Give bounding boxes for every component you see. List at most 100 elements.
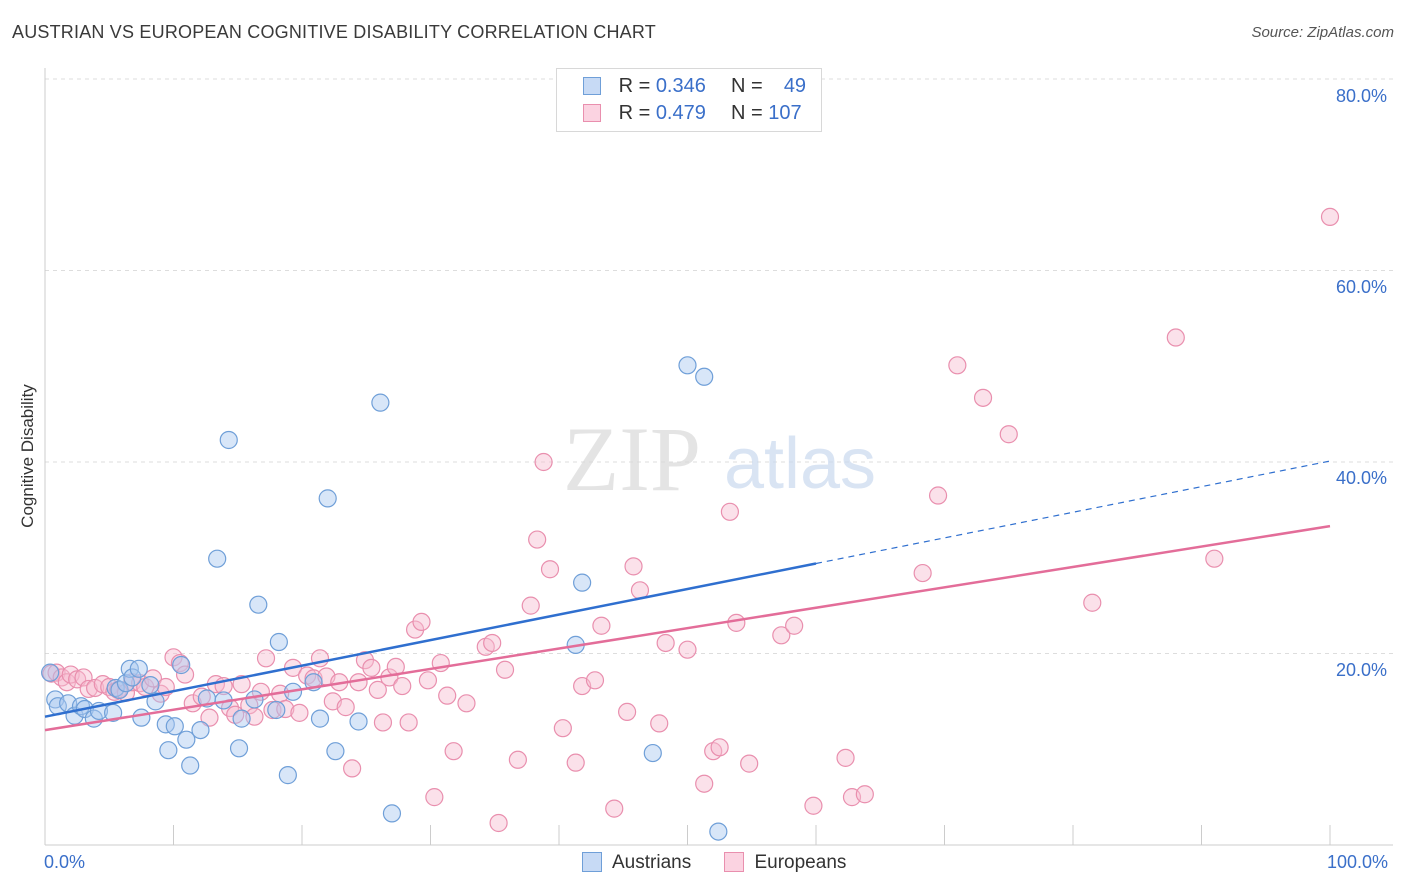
trendline-austrians — [44, 562, 817, 718]
r-value-austrians: 0.346 — [655, 75, 706, 97]
europeans-point-68 — [495, 660, 515, 679]
r-value-europeans: 0.479 — [655, 102, 706, 124]
austrians-point-27 — [208, 549, 227, 568]
austrians-point-32 — [245, 690, 264, 709]
series-europeans — [42, 207, 1340, 833]
stats-legend: R = 0.346 N = 49 R = 0.479 N = 107 — [556, 68, 822, 132]
europeans-point-94 — [804, 796, 823, 815]
austrians-point-18 — [146, 692, 165, 711]
legend-item-europeans[interactable]: Europeans — [724, 852, 846, 874]
austrians-point-36 — [278, 766, 297, 785]
europeans-point-81 — [624, 557, 643, 576]
europeans-point-60 — [425, 788, 444, 807]
austrians-point-15 — [129, 659, 148, 678]
austrians-point-24 — [181, 756, 200, 775]
austrians-point-40 — [318, 489, 337, 508]
y-tick-label-40: 40.0% — [1336, 468, 1388, 488]
r-label: R = — [618, 102, 651, 124]
legend-item-austrians[interactable]: Austrians — [582, 852, 691, 874]
europeans-point-79 — [605, 799, 624, 818]
europeans-legend-swatch — [724, 852, 745, 872]
source-note: Source: ZipAtlas.com — [1251, 24, 1394, 41]
europeans-point-75 — [566, 753, 585, 772]
europeans-point-99 — [928, 486, 948, 505]
trend-lines — [44, 460, 1331, 732]
grid-lines — [45, 78, 1393, 654]
europeans-point-22 — [175, 665, 195, 684]
watermark-atlas: atlas — [724, 424, 876, 504]
stats-legend-row-europeans: R = 0.479 N = 107 — [583, 100, 802, 126]
austrians-point-42 — [349, 712, 368, 731]
europeans-point-30 — [232, 675, 251, 694]
europeans-point-69 — [508, 750, 527, 769]
europeans-point-62 — [438, 686, 457, 705]
austrians-point-34 — [267, 700, 286, 720]
y-tick-label-20: 20.0% — [1336, 660, 1388, 680]
europeans-point-85 — [678, 640, 697, 659]
europeans-point-74 — [553, 719, 572, 738]
chart-title: AUSTRIAN VS EUROPEAN COGNITIVE DISABILIT… — [12, 22, 656, 42]
europeans-point-92 — [772, 626, 791, 645]
europeans-point-106 — [1320, 207, 1340, 226]
axes — [44, 68, 1393, 846]
n-label: N = — [731, 102, 763, 124]
europeans-point-59 — [418, 671, 438, 690]
europeans-point-101 — [973, 388, 993, 407]
europeans-point-84 — [656, 633, 675, 653]
europeans-point-52 — [373, 713, 393, 732]
europeans-point-63 — [444, 742, 463, 761]
n-value-europeans: 107 — [768, 102, 802, 124]
r-label: R = — [618, 75, 651, 97]
austrians-point-41 — [326, 742, 345, 761]
europeans-point-83 — [650, 714, 669, 733]
europeans-point-90 — [727, 613, 746, 632]
europeans-point-93 — [785, 616, 804, 635]
europeans-point-70 — [521, 596, 540, 615]
trendline-europeans — [44, 524, 1331, 732]
europeans-point-39 — [290, 703, 309, 722]
n-value-austrians: 49 — [783, 75, 807, 97]
europeans-point-7 — [79, 679, 98, 699]
europeans-point-58 — [412, 612, 431, 632]
europeans-point-88 — [710, 738, 729, 757]
austrians-point-22 — [172, 655, 191, 675]
n-label: N = — [731, 75, 763, 97]
austrians-point-0 — [41, 663, 60, 682]
x-tick-label-max: 100.0% — [1327, 852, 1389, 872]
stats-legend-row-austrians: R = 0.346 N = 49 — [583, 73, 806, 99]
austrians-point-35 — [269, 632, 288, 652]
austrians-point-31 — [232, 709, 251, 728]
austrians-swatch — [583, 77, 601, 95]
europeans-point-100 — [948, 356, 967, 375]
austrians-point-16 — [132, 708, 151, 727]
europeans-point-91 — [740, 754, 759, 773]
europeans-point-105 — [1205, 549, 1224, 568]
europeans-point-25 — [200, 708, 219, 727]
europeans-point-51 — [368, 680, 387, 699]
austrians-point-11 — [110, 680, 129, 699]
europeans-point-67 — [489, 813, 508, 833]
europeans-point-98 — [913, 563, 932, 583]
austrians-point-39 — [310, 709, 330, 728]
austrians-point-43 — [371, 393, 390, 412]
watermark: ZIP atlas — [563, 408, 876, 510]
europeans-point-71 — [528, 530, 547, 549]
austrians-point-49 — [695, 367, 714, 386]
europeans-point-0 — [42, 664, 61, 683]
austrians-point-25 — [191, 720, 210, 740]
legend-label-austrians: Austrians — [612, 852, 692, 873]
y-tick-label-80: 80.0% — [1336, 86, 1388, 106]
europeans-point-50 — [362, 658, 381, 677]
europeans-point-64 — [457, 694, 476, 713]
y-tick-label-60: 60.0% — [1336, 277, 1388, 297]
europeans-point-73 — [540, 560, 560, 579]
europeans-point-46 — [336, 698, 355, 717]
europeans-point-89 — [720, 502, 740, 521]
europeans-swatch — [583, 104, 601, 122]
austrians-point-47 — [643, 743, 662, 763]
austrians-point-23 — [177, 730, 196, 749]
austrians-point-20 — [159, 741, 178, 760]
europeans-point-97 — [855, 785, 874, 804]
europeans-point-55 — [393, 676, 412, 696]
